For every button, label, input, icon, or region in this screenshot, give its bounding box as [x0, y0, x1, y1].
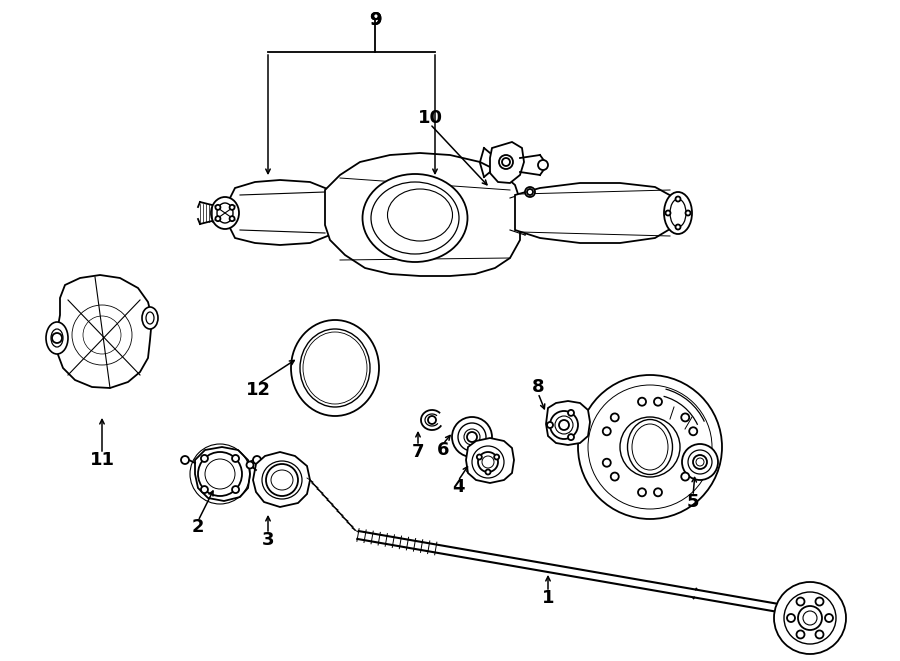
Circle shape: [825, 614, 833, 622]
Circle shape: [654, 398, 662, 406]
Circle shape: [638, 488, 646, 496]
Polygon shape: [253, 452, 310, 507]
Circle shape: [568, 434, 574, 440]
Circle shape: [665, 210, 670, 215]
Polygon shape: [325, 153, 520, 276]
Ellipse shape: [46, 322, 68, 354]
Circle shape: [201, 486, 208, 493]
Circle shape: [654, 488, 662, 496]
Circle shape: [547, 422, 553, 428]
Ellipse shape: [146, 312, 154, 324]
Circle shape: [538, 160, 548, 170]
Circle shape: [550, 411, 578, 439]
Text: 9: 9: [369, 11, 382, 29]
Circle shape: [232, 486, 239, 493]
Circle shape: [230, 205, 235, 210]
Circle shape: [689, 459, 698, 467]
Ellipse shape: [670, 199, 686, 227]
Ellipse shape: [303, 332, 367, 404]
Circle shape: [247, 461, 254, 469]
Circle shape: [681, 473, 689, 481]
Ellipse shape: [142, 307, 158, 329]
Circle shape: [452, 417, 492, 457]
Circle shape: [181, 456, 189, 464]
Ellipse shape: [217, 203, 233, 223]
Text: 7: 7: [412, 443, 424, 461]
Circle shape: [689, 427, 698, 435]
Circle shape: [686, 210, 690, 215]
Circle shape: [815, 631, 824, 639]
Circle shape: [499, 155, 513, 169]
Circle shape: [676, 196, 680, 202]
Circle shape: [230, 216, 235, 221]
Ellipse shape: [388, 189, 453, 241]
Polygon shape: [490, 142, 524, 183]
Circle shape: [693, 455, 707, 469]
Circle shape: [568, 410, 574, 416]
Circle shape: [428, 416, 436, 424]
Polygon shape: [195, 447, 250, 501]
Circle shape: [253, 456, 261, 464]
Ellipse shape: [262, 461, 302, 499]
Circle shape: [681, 413, 689, 422]
Circle shape: [787, 614, 795, 622]
Circle shape: [198, 452, 242, 496]
Ellipse shape: [211, 197, 239, 229]
Text: 9: 9: [369, 11, 382, 29]
Circle shape: [559, 420, 569, 430]
Text: 5: 5: [687, 493, 699, 511]
Circle shape: [632, 429, 668, 465]
Ellipse shape: [627, 420, 672, 475]
Circle shape: [478, 452, 498, 472]
Circle shape: [682, 444, 718, 480]
Circle shape: [477, 455, 482, 459]
Ellipse shape: [291, 320, 379, 416]
Circle shape: [774, 582, 846, 654]
Circle shape: [638, 398, 646, 406]
Text: 4: 4: [452, 478, 464, 496]
Circle shape: [798, 606, 822, 630]
Circle shape: [578, 375, 722, 519]
Circle shape: [232, 455, 239, 462]
Text: 8: 8: [532, 378, 544, 396]
Ellipse shape: [664, 192, 692, 234]
Circle shape: [676, 225, 680, 229]
Circle shape: [494, 455, 500, 459]
Circle shape: [52, 333, 62, 343]
Circle shape: [796, 598, 805, 605]
Circle shape: [485, 469, 490, 475]
Text: 11: 11: [89, 451, 114, 469]
Polygon shape: [515, 183, 678, 243]
Ellipse shape: [363, 174, 467, 262]
Text: 2: 2: [192, 518, 204, 536]
Circle shape: [603, 427, 611, 435]
Circle shape: [611, 473, 619, 481]
Circle shape: [266, 464, 298, 496]
Polygon shape: [57, 275, 152, 388]
Text: 6: 6: [436, 441, 449, 459]
Ellipse shape: [271, 470, 293, 490]
Circle shape: [525, 187, 535, 197]
Circle shape: [201, 455, 208, 462]
Circle shape: [215, 205, 220, 210]
Text: 10: 10: [418, 109, 443, 127]
Text: 12: 12: [246, 381, 271, 399]
Text: 1: 1: [542, 589, 554, 607]
Polygon shape: [546, 401, 590, 445]
Circle shape: [215, 216, 220, 221]
Polygon shape: [466, 438, 514, 483]
Circle shape: [611, 413, 619, 422]
Ellipse shape: [51, 329, 63, 347]
Circle shape: [796, 631, 805, 639]
Text: 3: 3: [262, 531, 274, 549]
Ellipse shape: [371, 182, 459, 254]
Circle shape: [815, 598, 824, 605]
Polygon shape: [230, 180, 330, 245]
Ellipse shape: [300, 329, 370, 407]
Circle shape: [467, 432, 477, 442]
Circle shape: [603, 459, 611, 467]
